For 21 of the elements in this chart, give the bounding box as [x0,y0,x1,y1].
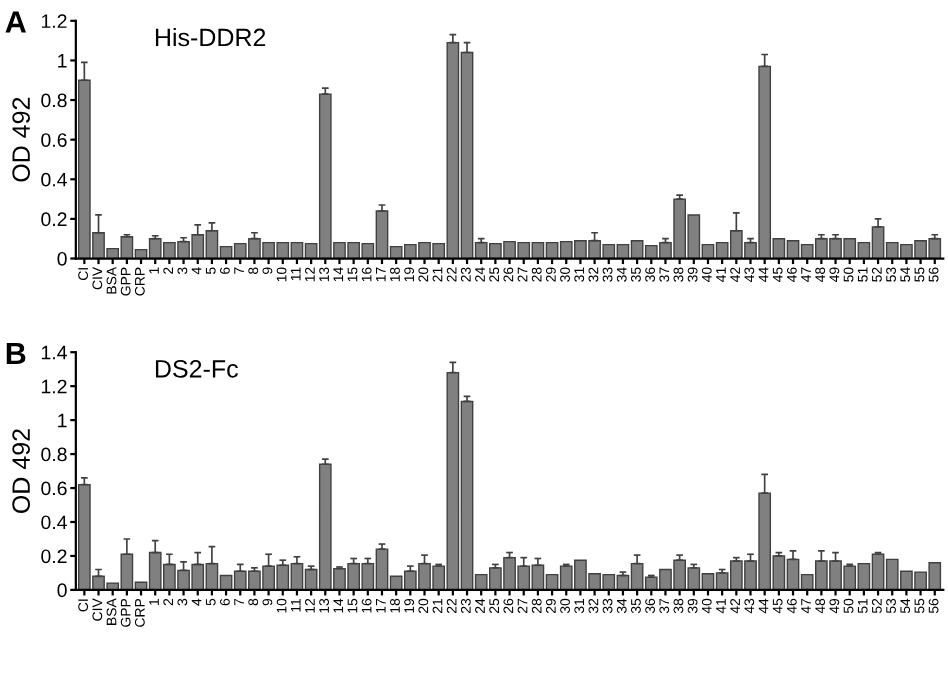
y-tick-label: 1.4 [41,345,67,360]
chart-title: His-DDR2 [155,27,266,47]
y-tick-label: 0.6 [41,133,67,147]
y-tick-label: 0.8 [41,447,67,462]
y-tick-label: 1 [58,413,67,428]
y-axis-title: OD 492 [12,97,30,182]
chart-title: DS2-Fc [155,360,238,378]
y-tick-label: 0.2 [41,549,67,564]
y-tick-label: 0 [57,583,67,598]
text: B [6,342,26,364]
text: A [5,11,26,33]
y-tick-label: 0.8 [41,93,67,108]
y-tick-label: 0.4 [41,515,67,530]
y-tick-label: 0.6 [41,481,67,496]
y-tick-label: 1 [58,54,67,68]
y-tick-label: 0 [57,251,67,266]
y-axis-title: OD 492 [12,429,30,513]
y-tick-label: 0.2 [41,212,67,227]
y-tick-label: 1.2 [41,14,67,28]
y-tick-label: 1.2 [41,379,67,394]
y-tick-label: 0.4 [41,172,67,187]
